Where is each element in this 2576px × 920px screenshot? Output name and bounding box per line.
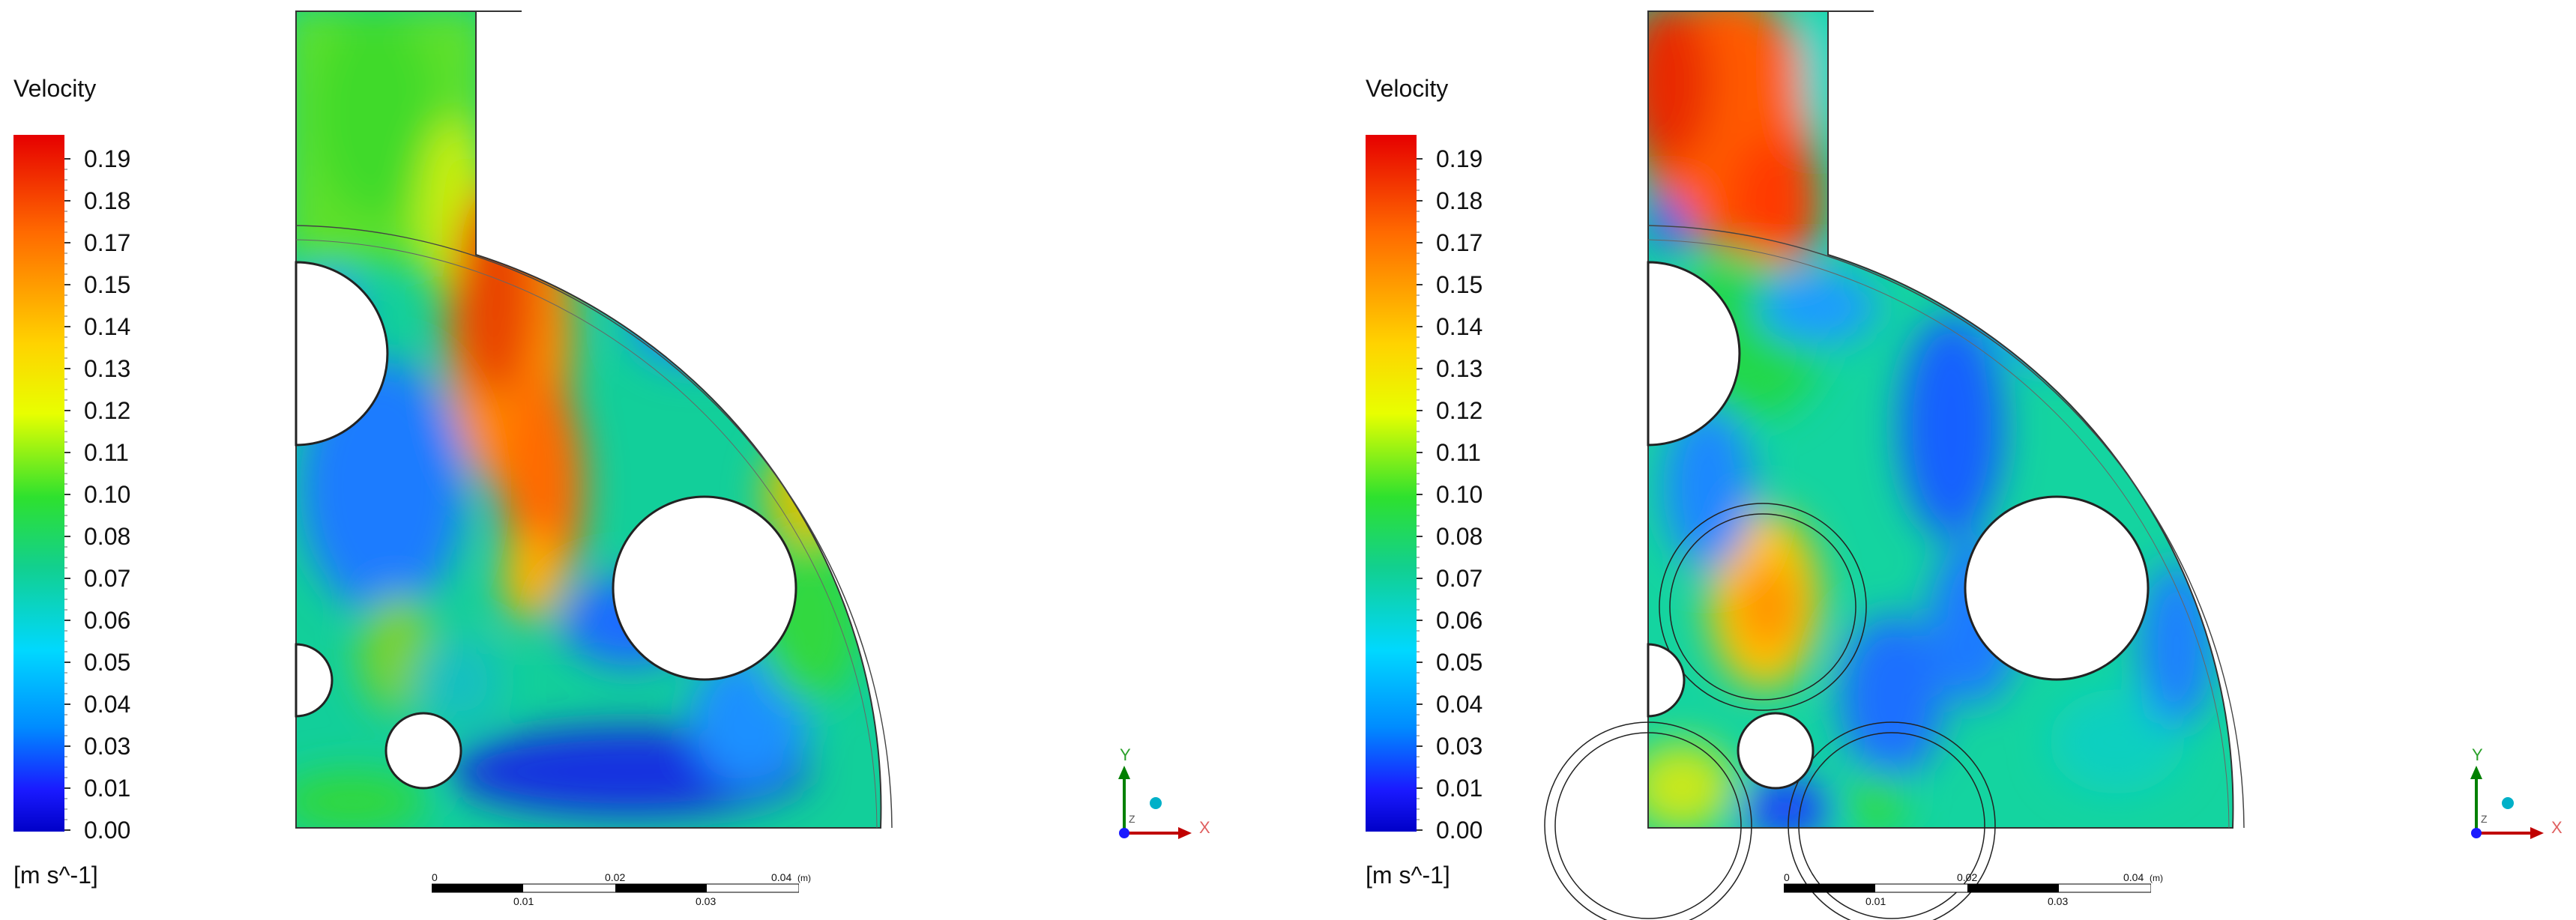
legend-tick-label: 0.04	[1436, 691, 1483, 718]
legend-tick-label: 0.08	[1436, 523, 1483, 550]
legend-units: [m s^-1]	[13, 862, 98, 889]
legend-tick-label: 0.18	[84, 187, 131, 214]
legend-tick-label: 0.15	[1436, 271, 1483, 298]
scale-label: 0.03	[2048, 895, 2069, 907]
legend-tick-label: 0.03	[84, 733, 131, 760]
legend-tick-label: 0.07	[84, 565, 131, 592]
axis-x-label: X	[1199, 818, 1210, 837]
contour-fill	[296, 11, 881, 828]
axis-triad: Y X Z	[1118, 745, 1210, 839]
scale-unit: (m)	[797, 873, 811, 883]
axis-y-label: Y	[2472, 745, 2483, 764]
legend-tick-label: 0.15	[84, 271, 131, 298]
scale-bar-graphic	[432, 883, 799, 893]
legend-tick-label: 0.17	[1436, 229, 1483, 256]
scale-label: 0	[1784, 871, 1790, 883]
scale-label: 0.04	[771, 871, 792, 883]
legend-title: Velocity	[13, 75, 97, 102]
geometry-outline	[295, 10, 893, 829]
scale-label: 0.03	[696, 895, 717, 907]
scale-label: 0.04	[2123, 871, 2144, 883]
legend-tick-label: 0.06	[1436, 607, 1483, 634]
legend-tick-label: 0.10	[1436, 481, 1483, 508]
legend-tick-marks	[64, 158, 70, 831]
contour-fill	[1648, 11, 2233, 828]
legend-tick-label: 0.18	[1436, 187, 1483, 214]
scale-label: 0.02	[605, 871, 626, 883]
legend-tick-label: 0.05	[1436, 649, 1483, 676]
legend-tick-label: 0.06	[84, 607, 131, 634]
scale-label: 0.01	[513, 895, 534, 907]
legend-tick-label: 0.13	[1436, 355, 1483, 382]
legend-tick-label: 0.14	[1436, 313, 1483, 340]
legend-tick-label: 0.11	[1436, 439, 1481, 466]
scale-label: 0.01	[1865, 895, 1886, 907]
scale-bar: 0 0.02 0.04 (m) 0.01 0.03	[1784, 871, 2163, 917]
axis-triad: Y X Z	[2470, 745, 2563, 839]
legend-tick-label: 0.12	[1436, 397, 1483, 424]
legend-tick-label: 0.13	[84, 355, 131, 382]
legend-tick-label: 0.07	[1436, 565, 1483, 592]
axis-z-label: Z	[1129, 813, 1135, 825]
legend-tick-label: 0.11	[84, 439, 129, 466]
tube-holes	[1647, 261, 2150, 790]
legend-tick-label: 0.03	[1436, 733, 1483, 760]
legend-tick-label: 0.00	[84, 817, 131, 844]
legend-color-bar	[13, 135, 64, 832]
velocity-contour-panel-right: Velocity 0.19 0.18 0.17 0.15 0.14 0.13 0…	[1352, 0, 2576, 920]
axis-z-label: Z	[2481, 813, 2488, 825]
legend-title: Velocity	[1366, 75, 1449, 102]
legend-tick-label: 0.01	[1436, 775, 1483, 802]
legend-tick-label: 0.04	[84, 691, 131, 718]
axis-x-label: X	[2551, 818, 2563, 837]
geometry-outline	[1544, 10, 2245, 920]
legend-color-bar	[1366, 135, 1417, 832]
legend-units: [m s^-1]	[1366, 862, 1450, 889]
legend-tick-label: 0.05	[84, 649, 131, 676]
scale-bar: 0 0.02 0.04 (m) 0.01 0.03	[432, 871, 811, 917]
velocity-contour-panel-left: Velocity 0.19 0.18 0.17 0.15 0.14 0.13 0…	[13, 10, 1210, 917]
scale-bar-graphic	[1784, 883, 2151, 893]
scale-label: 0.02	[1957, 871, 1978, 883]
legend-tick-label: 0.19	[84, 145, 131, 172]
legend-tick-marks	[1417, 158, 1423, 831]
scale-label: 0	[432, 871, 438, 883]
legend-tick-label: 0.14	[84, 313, 131, 340]
legend-tick-label: 0.00	[1436, 817, 1483, 844]
legend-tick-label: 0.12	[84, 397, 131, 424]
legend-tick-label: 0.17	[84, 229, 131, 256]
velocity-contour-field	[295, 10, 893, 829]
legend-tick-label: 0.10	[84, 481, 131, 508]
scale-unit: (m)	[2150, 873, 2163, 883]
legend-tick-label: 0.08	[84, 523, 131, 550]
axis-y-label: Y	[1120, 745, 1131, 764]
tube-holes	[295, 261, 797, 790]
velocity-contour-field	[1544, 10, 2245, 920]
legend-tick-label: 0.19	[1436, 145, 1483, 172]
legend-tick-label: 0.01	[84, 775, 131, 802]
